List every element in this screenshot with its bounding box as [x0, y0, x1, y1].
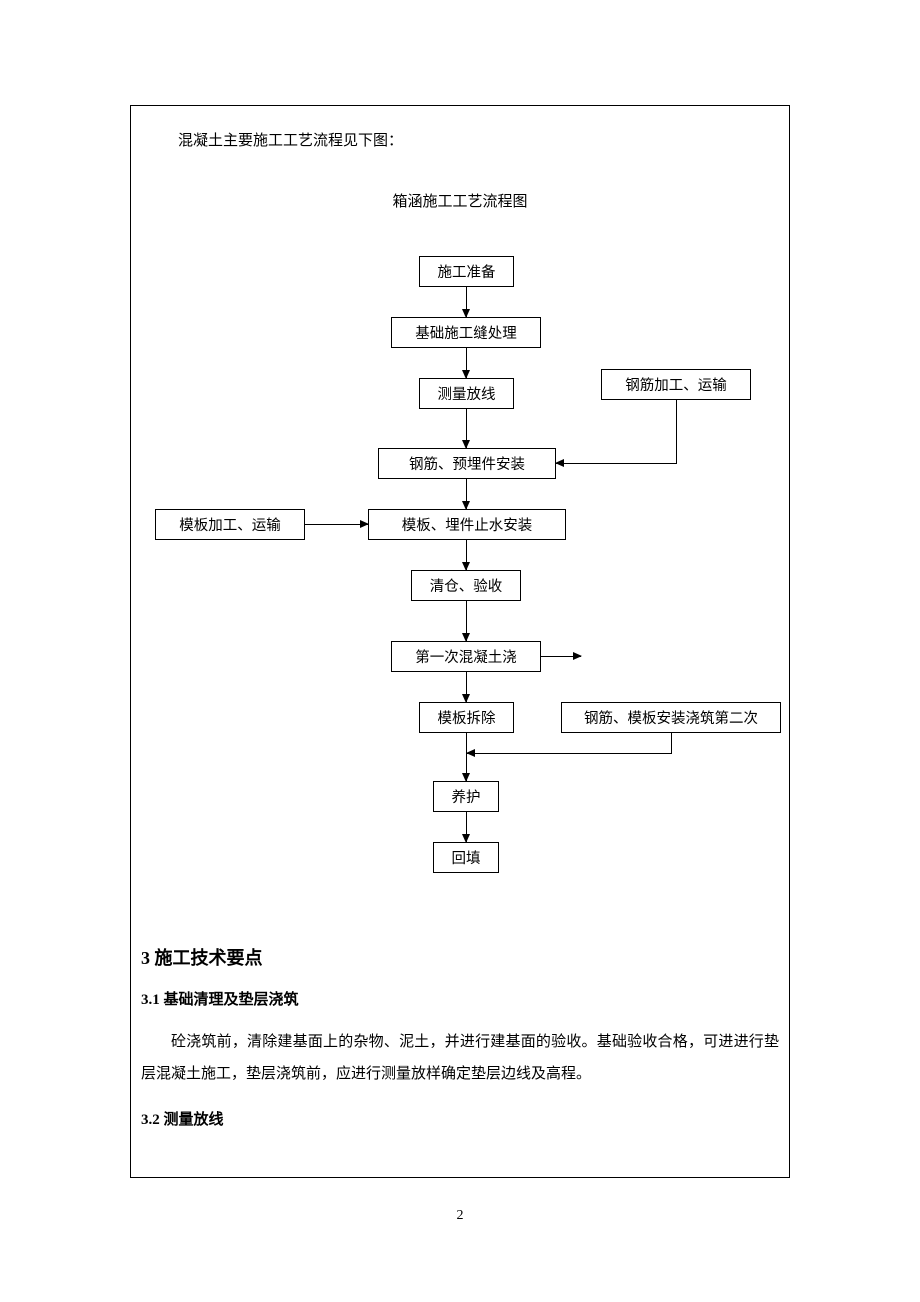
- arrow-n8-n9: [466, 733, 467, 781]
- section-3-2-heading: 3.2 测量放线: [141, 1108, 789, 1129]
- arrow-n3-n4: [466, 409, 467, 448]
- arrow-n6-n7: [466, 601, 467, 641]
- page-container: 混凝土主要施工工艺流程见下图： 箱涵施工工艺流程图 施工准备 基础施工缝处理 测…: [130, 105, 790, 1178]
- node-inspection: 清仓、验收: [411, 570, 521, 601]
- arrow-n1-n2: [466, 287, 467, 317]
- section-3-heading: 3 施工技术要点: [141, 944, 789, 970]
- node-second-pour: 钢筋、模板安装浇筑第二次: [561, 702, 781, 733]
- arrow-n4-n5: [466, 479, 467, 509]
- node-formwork-process: 模板加工、运输: [155, 509, 305, 540]
- node-preparation: 施工准备: [419, 256, 514, 287]
- node-foundation-joint: 基础施工缝处理: [391, 317, 541, 348]
- arrow-n5-n6: [466, 540, 467, 570]
- arrow-n5b-to-n5: [305, 524, 368, 525]
- line-n3b-down: [676, 400, 677, 463]
- arrow-n8b-to-spine: [467, 753, 672, 754]
- section-3-1-heading: 3.1 基础清理及垫层浇筑: [141, 988, 789, 1009]
- arrow-n9-n10: [466, 812, 467, 842]
- node-backfill: 回填: [433, 842, 499, 873]
- node-formwork-remove: 模板拆除: [419, 702, 514, 733]
- intro-text: 混凝土主要施工工艺流程见下图：: [178, 129, 789, 150]
- page-number: 2: [0, 1208, 920, 1224]
- node-rebar-install: 钢筋、预埋件安装: [378, 448, 556, 479]
- line-n8b-down: [671, 733, 672, 753]
- flowchart-title: 箱涵施工工艺流程图: [131, 190, 789, 211]
- arrow-n3b-to-n4: [556, 463, 677, 464]
- node-formwork-install: 模板、埋件止水安装: [368, 509, 566, 540]
- node-curing: 养护: [433, 781, 499, 812]
- arrow-n2-n3: [466, 348, 467, 378]
- flowchart: 施工准备 基础施工缝处理 测量放线 钢筋加工、运输 钢筋、预埋件安装 模板、埋件…: [131, 256, 789, 936]
- node-rebar-process: 钢筋加工、运输: [601, 369, 751, 400]
- arrow-n7-right-tip: [541, 656, 581, 657]
- node-first-pour: 第一次混凝土浇: [391, 641, 541, 672]
- section-3-1-body: 砼浇筑前，清除建基面上的杂物、泥土，并进行建基面的验收。基础验收合格，可进进行垫…: [141, 1027, 779, 1090]
- node-survey: 测量放线: [419, 378, 514, 409]
- arrow-n7-n8: [466, 672, 467, 702]
